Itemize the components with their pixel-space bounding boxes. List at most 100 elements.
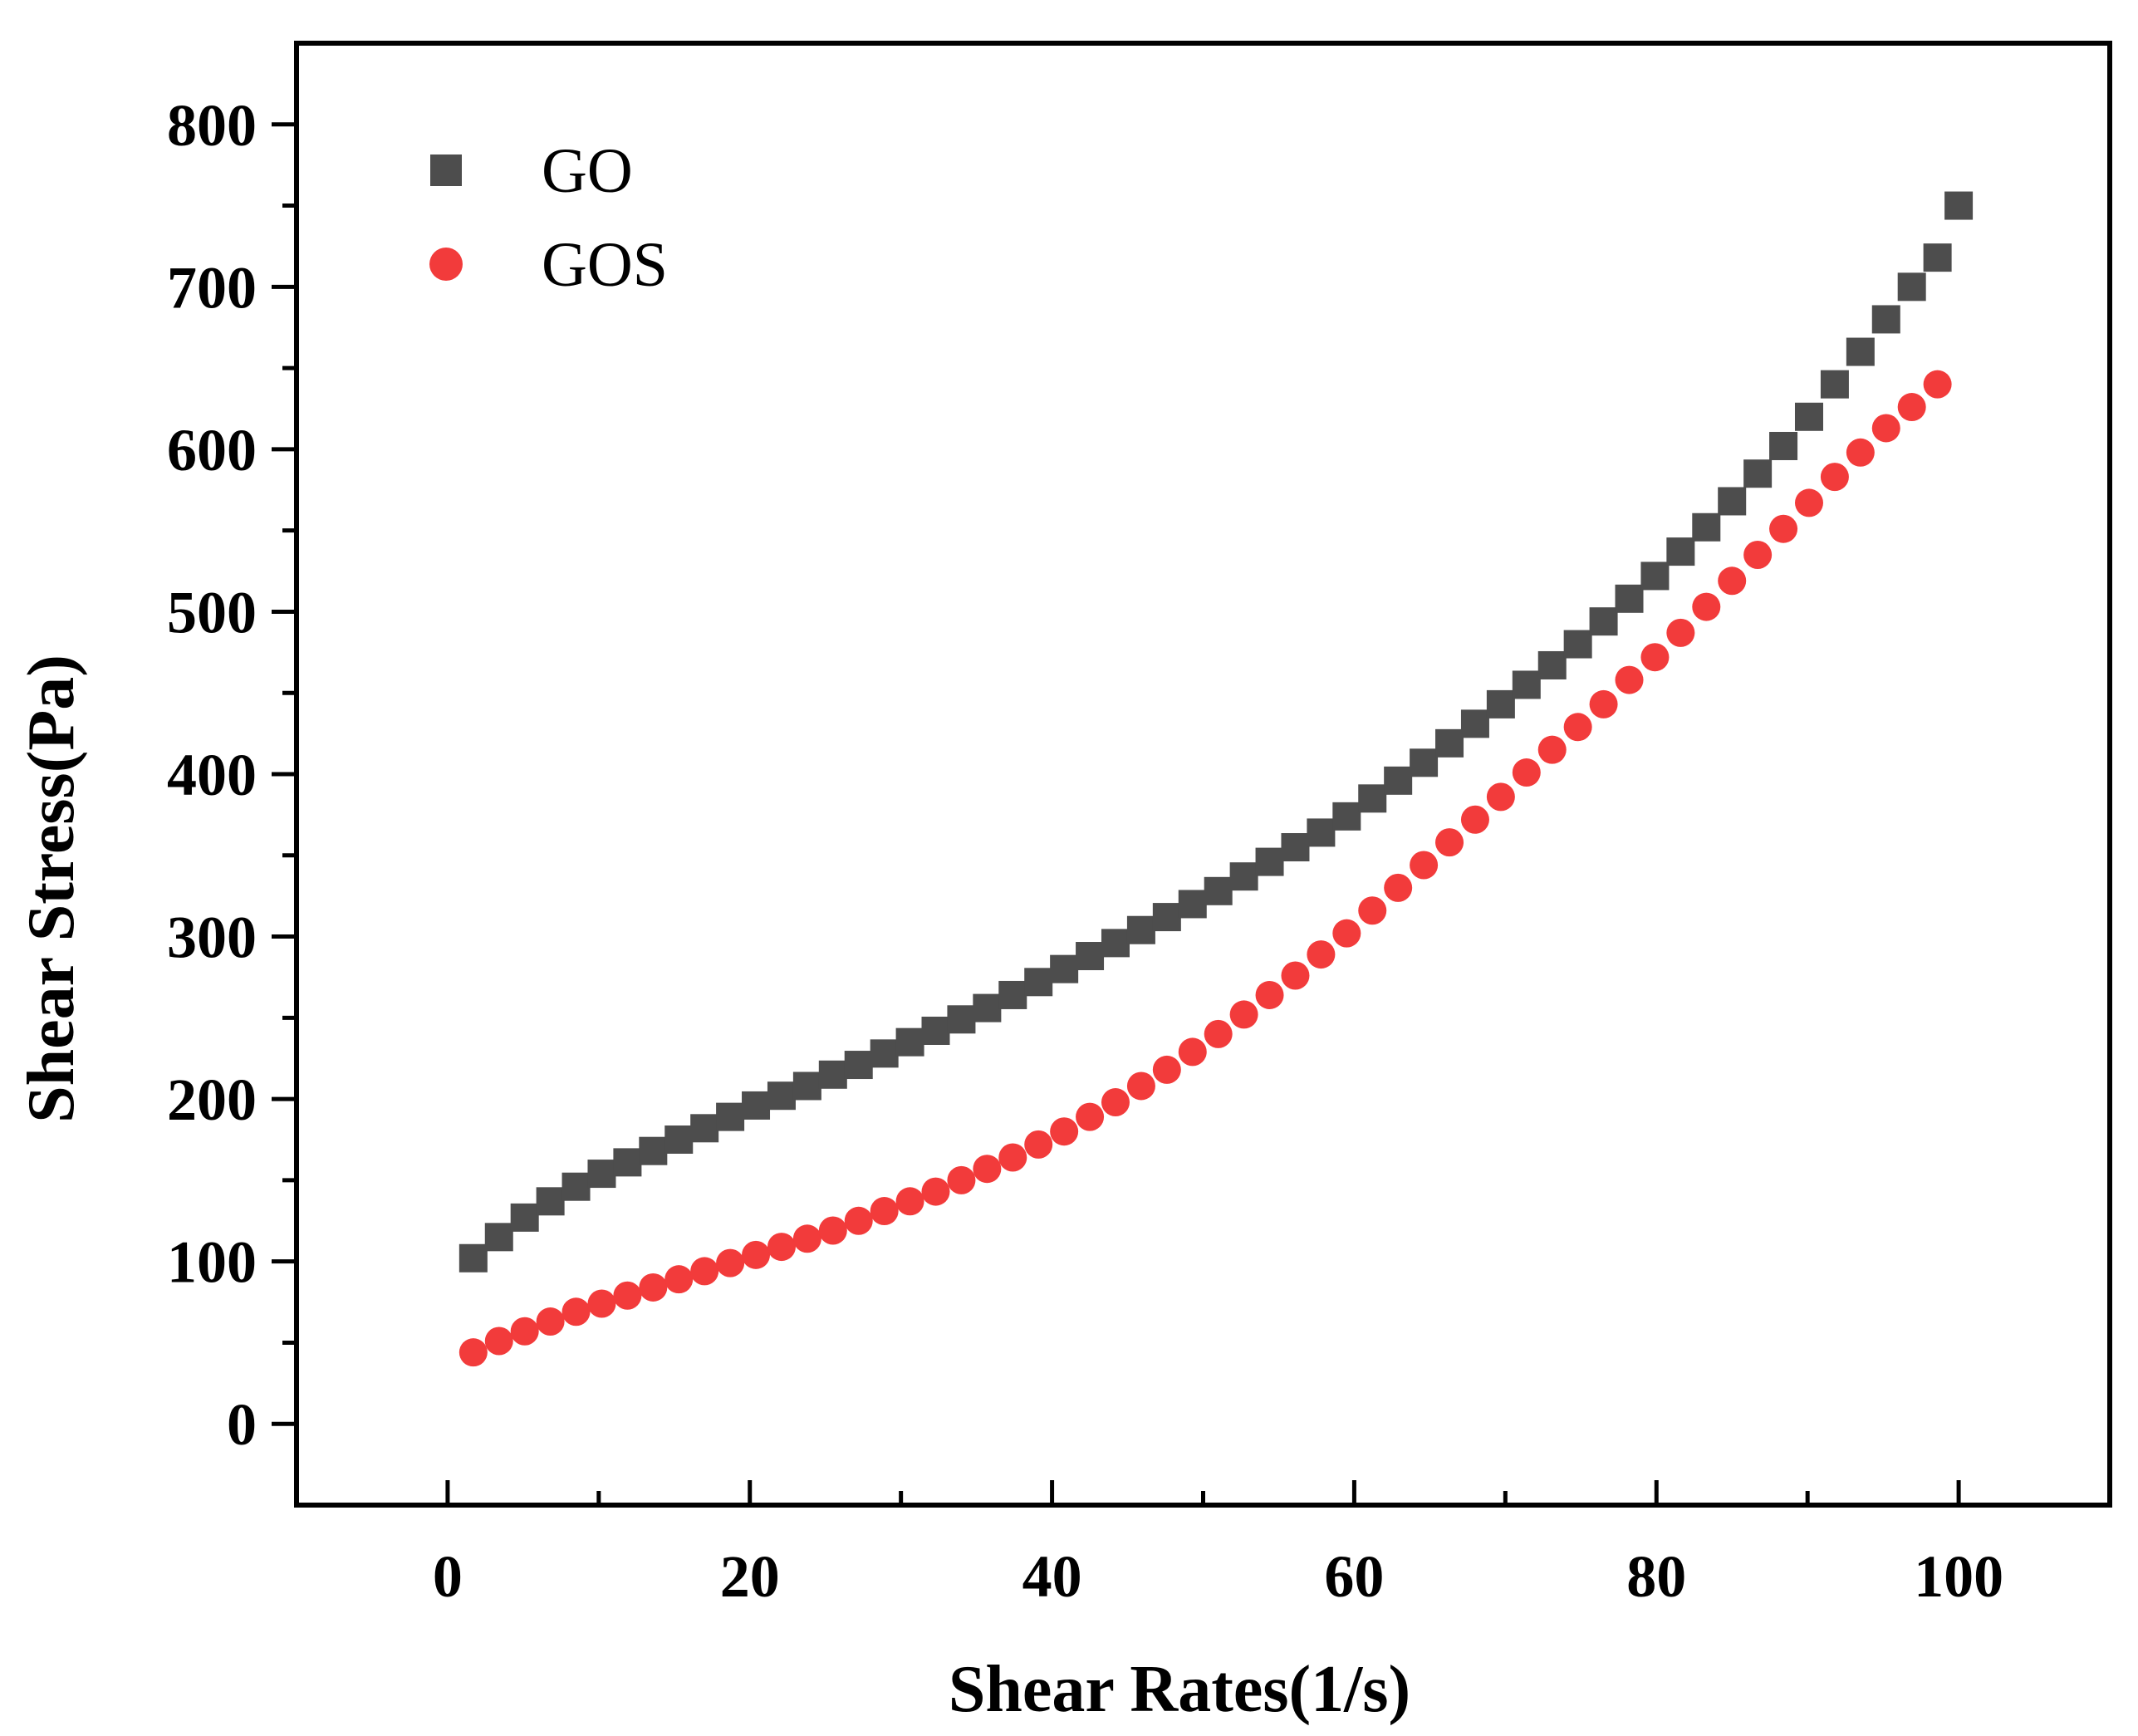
data-point-gos	[870, 1197, 899, 1226]
data-point-go	[716, 1102, 745, 1131]
data-point-go	[664, 1125, 694, 1154]
data-point-gos	[1229, 1000, 1258, 1029]
y-tick-label: 300	[167, 905, 257, 971]
data-point-gos	[973, 1155, 1002, 1184]
data-point-gos	[1460, 805, 1489, 834]
y-tick-label: 800	[167, 92, 257, 159]
data-point-gos	[1563, 713, 1592, 742]
data-point-gos	[1178, 1037, 1207, 1067]
data-point-go	[536, 1187, 565, 1216]
data-point-go	[1435, 728, 1464, 758]
data-point-gos	[1126, 1072, 1155, 1101]
data-point-go	[613, 1148, 642, 1177]
data-point-gos	[639, 1273, 668, 1302]
data-point-go	[947, 1005, 976, 1034]
y-tick-label: 400	[167, 742, 257, 808]
data-point-go	[742, 1091, 771, 1120]
data-point-go	[458, 1243, 488, 1273]
data-point-go	[1229, 862, 1258, 891]
data-point-go	[818, 1060, 847, 1089]
data-point-go	[1769, 431, 1798, 460]
data-point-go	[1871, 305, 1900, 334]
data-point-gos	[561, 1297, 591, 1327]
x-tick-label: 80	[1626, 1543, 1686, 1610]
x-tick-label: 0	[433, 1543, 463, 1610]
legend-marker-gos	[429, 248, 463, 281]
y-tick-label: 0	[227, 1391, 257, 1458]
data-point-gos	[1101, 1088, 1130, 1117]
data-point-go	[1944, 191, 1974, 220]
data-point-gos	[1743, 541, 1773, 569]
data-point-gos	[767, 1233, 796, 1262]
data-point-go	[1101, 929, 1130, 958]
data-point-go	[1358, 784, 1387, 813]
data-point-go	[1486, 689, 1515, 718]
data-point-go	[1178, 890, 1207, 919]
y-tick-label: 200	[167, 1067, 257, 1133]
data-point-go	[690, 1114, 719, 1143]
data-point-go	[895, 1027, 924, 1057]
data-point-gos	[1410, 851, 1439, 880]
data-point-gos	[1050, 1117, 1079, 1146]
data-point-go	[1024, 968, 1053, 997]
data-point-go	[998, 980, 1027, 1009]
data-point-gos	[921, 1177, 950, 1206]
data-point-go	[1718, 487, 1747, 516]
data-point-gos	[818, 1216, 847, 1245]
data-point-gos	[1820, 463, 1849, 492]
data-point-go	[1410, 748, 1439, 777]
data-point-go	[587, 1160, 616, 1189]
data-point-go	[1126, 915, 1155, 944]
data-point-gos	[1794, 488, 1823, 517]
data-point-go	[1204, 876, 1233, 905]
data-point-go	[639, 1136, 668, 1165]
data-point-gos	[1640, 643, 1670, 672]
data-point-go	[1692, 512, 1721, 542]
x-axis-title: Shear Rates(1/s)	[949, 1653, 1410, 1726]
data-point-go	[1537, 650, 1567, 679]
data-point-gos	[1692, 592, 1721, 621]
data-point-gos	[998, 1143, 1027, 1172]
data-point-gos	[1024, 1130, 1053, 1159]
data-point-go	[1307, 818, 1336, 847]
data-point-go	[1820, 370, 1849, 399]
data-point-gos	[587, 1289, 616, 1318]
data-point-gos	[1358, 896, 1387, 925]
legend-label-gos: GOS	[542, 230, 668, 300]
data-point-gos	[1718, 566, 1747, 596]
data-point-gos	[895, 1187, 924, 1216]
data-point-go	[510, 1203, 539, 1232]
y-tick-label: 100	[167, 1229, 257, 1296]
data-point-gos	[1204, 1019, 1233, 1048]
data-point-go	[1743, 459, 1773, 488]
data-point-go	[1255, 847, 1284, 876]
data-point-go	[1640, 562, 1670, 591]
data-point-gos	[1871, 414, 1900, 443]
data-point-gos	[716, 1248, 745, 1277]
data-point-gos	[1307, 940, 1336, 969]
data-point-go	[1666, 537, 1695, 566]
data-point-go	[921, 1016, 950, 1045]
data-point-go	[484, 1223, 513, 1252]
data-point-go	[1563, 630, 1592, 659]
data-point-go	[1332, 802, 1361, 831]
data-point-go	[1384, 766, 1413, 795]
axes-layer: 0 20 40 60 80 100 0 100 200 300 400 500 600 700 800	[167, 41, 2112, 1610]
data-point-go	[1846, 337, 1875, 366]
data-point-gos	[947, 1165, 976, 1194]
data-point-gos	[1076, 1102, 1105, 1131]
data-point-gos	[1281, 961, 1310, 990]
data-point-gos	[1897, 393, 1926, 422]
data-point-go	[767, 1081, 796, 1111]
data-point-gos	[1332, 919, 1361, 948]
legend-marker-go	[430, 154, 462, 186]
data-point-go	[1923, 243, 1952, 272]
data-point-gos	[1537, 735, 1567, 764]
data-point-go	[1794, 402, 1823, 431]
data-point-gos	[1255, 980, 1284, 1009]
data-point-gos	[458, 1338, 488, 1367]
data-point-gos	[1923, 370, 1952, 399]
data-point-go	[844, 1051, 873, 1080]
